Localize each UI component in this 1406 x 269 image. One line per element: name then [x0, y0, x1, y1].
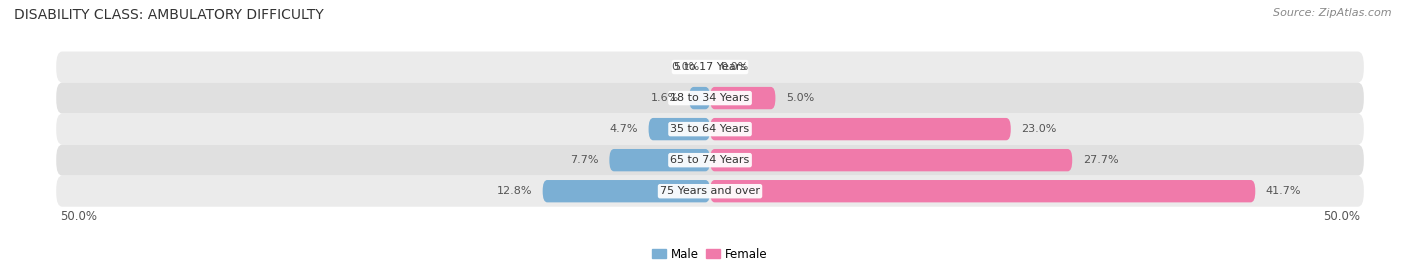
FancyBboxPatch shape: [710, 118, 1011, 140]
Text: 5.0%: 5.0%: [786, 93, 814, 103]
Text: 0.0%: 0.0%: [720, 62, 749, 72]
FancyBboxPatch shape: [56, 114, 1364, 145]
Text: 23.0%: 23.0%: [1021, 124, 1057, 134]
FancyBboxPatch shape: [56, 176, 1364, 207]
Text: 7.7%: 7.7%: [571, 155, 599, 165]
FancyBboxPatch shape: [689, 87, 710, 109]
Text: 41.7%: 41.7%: [1265, 186, 1301, 196]
Text: 27.7%: 27.7%: [1083, 155, 1118, 165]
Text: 65 to 74 Years: 65 to 74 Years: [671, 155, 749, 165]
FancyBboxPatch shape: [56, 145, 1364, 176]
Text: 5 to 17 Years: 5 to 17 Years: [673, 62, 747, 72]
FancyBboxPatch shape: [56, 52, 1364, 83]
Text: 1.6%: 1.6%: [651, 93, 679, 103]
Text: 12.8%: 12.8%: [496, 186, 533, 196]
Text: 0.0%: 0.0%: [671, 62, 700, 72]
Text: 18 to 34 Years: 18 to 34 Years: [671, 93, 749, 103]
Text: 50.0%: 50.0%: [60, 210, 97, 223]
Text: Source: ZipAtlas.com: Source: ZipAtlas.com: [1274, 8, 1392, 18]
FancyBboxPatch shape: [710, 87, 776, 109]
Legend: Male, Female: Male, Female: [648, 243, 772, 265]
Text: 4.7%: 4.7%: [610, 124, 638, 134]
Text: 35 to 64 Years: 35 to 64 Years: [671, 124, 749, 134]
FancyBboxPatch shape: [648, 118, 710, 140]
FancyBboxPatch shape: [710, 180, 1256, 202]
FancyBboxPatch shape: [543, 180, 710, 202]
FancyBboxPatch shape: [56, 83, 1364, 114]
Text: DISABILITY CLASS: AMBULATORY DIFFICULTY: DISABILITY CLASS: AMBULATORY DIFFICULTY: [14, 8, 323, 22]
Text: 50.0%: 50.0%: [1323, 210, 1360, 223]
FancyBboxPatch shape: [710, 149, 1073, 171]
FancyBboxPatch shape: [609, 149, 710, 171]
Text: 75 Years and over: 75 Years and over: [659, 186, 761, 196]
